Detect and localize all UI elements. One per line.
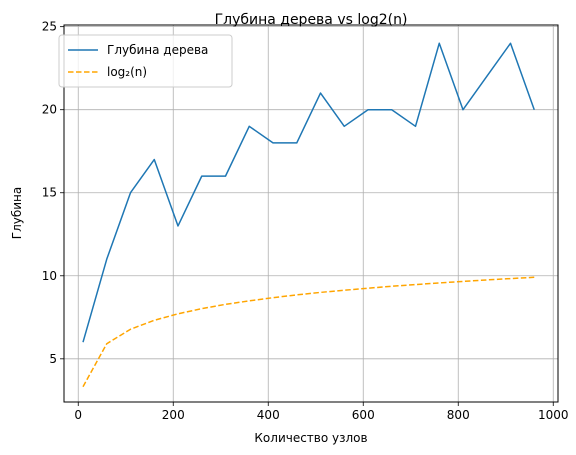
x-tick-label: 1000 (538, 408, 569, 422)
y-axis-label: Глубина (10, 187, 24, 240)
x-tick-label: 400 (257, 408, 280, 422)
x-tick-label: 0 (74, 408, 82, 422)
legend: Глубина дерева log₂(n) (59, 35, 232, 87)
x-tick-label: 600 (352, 408, 375, 422)
legend-label-depth: Глубина дерева (107, 43, 208, 57)
x-axis-label: Количество узлов (254, 431, 367, 445)
y-tick-label: 5 (49, 352, 57, 366)
y-tick-label: 25 (42, 20, 57, 34)
legend-label-log2: log₂(n) (107, 65, 147, 79)
x-tick-label: 200 (162, 408, 185, 422)
x-tick-label: 800 (447, 408, 470, 422)
y-tick-label: 15 (42, 186, 57, 200)
chart-title: Глубина дерева vs log2(n) (215, 12, 408, 28)
y-tick-label: 20 (42, 103, 57, 117)
y-tick-label: 10 (42, 269, 57, 283)
